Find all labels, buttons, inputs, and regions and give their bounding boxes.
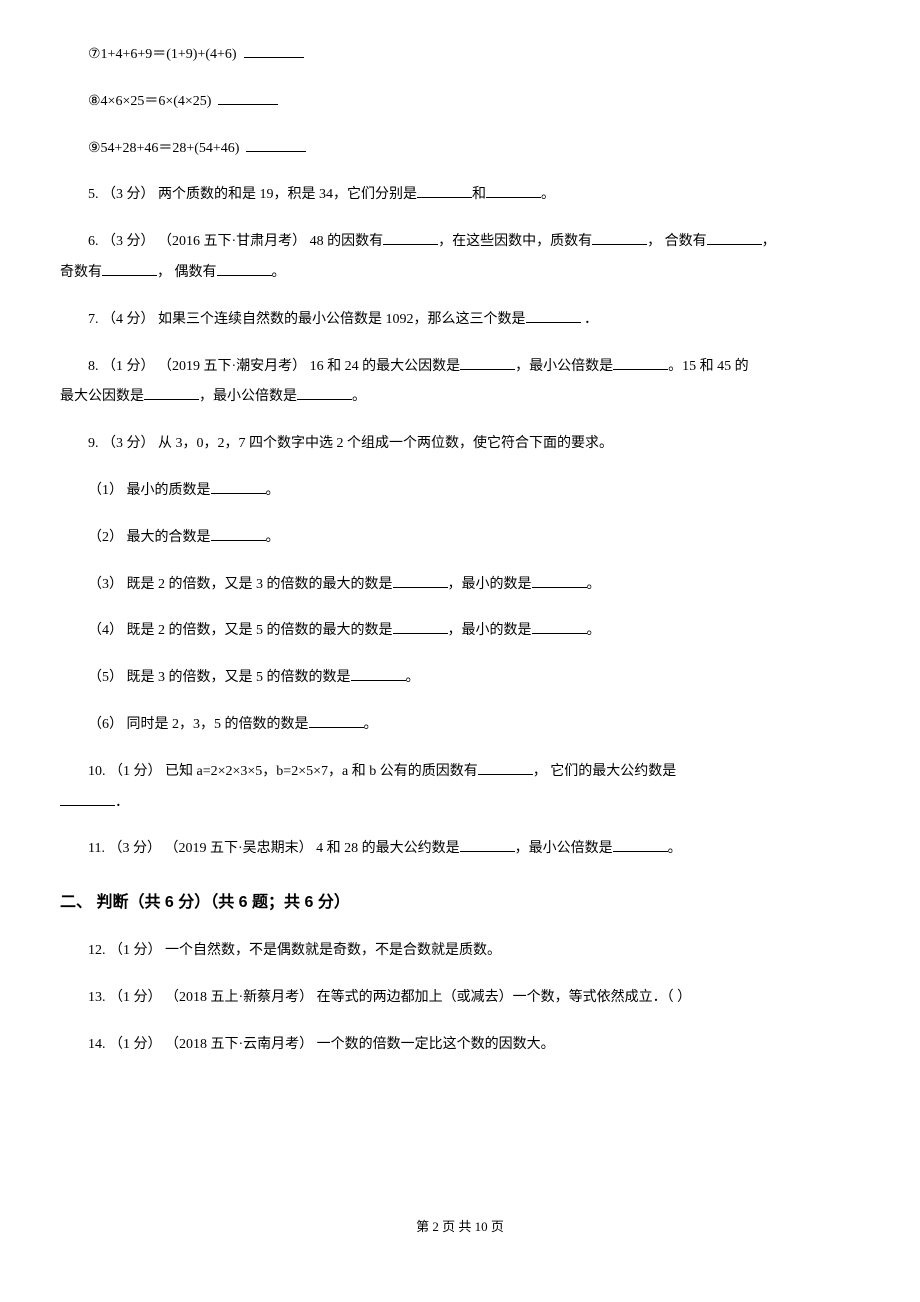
q9-s2b: 。	[266, 530, 280, 545]
blank	[478, 760, 533, 775]
question-12: 12. （1 分） 一个自然数，不是偶数就是奇数，不是合数就是质数。	[60, 936, 860, 967]
q5-mid: 和	[472, 187, 486, 202]
q9-s6b: 。	[364, 717, 378, 732]
q7-suffix: ．	[581, 312, 599, 327]
q6-p1: 6. （3 分） （2016 五下·甘肃月考） 48 的因数有	[88, 234, 383, 249]
q6-p3: ， 合数有	[647, 234, 707, 249]
q8-l2b: ，最小公倍数是	[199, 389, 297, 404]
q8-p3: 。15 和 45 的	[668, 359, 749, 374]
q9-sub6: （6） 同时是 2，3，5 的倍数的数是 。	[60, 710, 860, 741]
q9-sub3: （3） 既是 2 的倍数，又是 3 的倍数的最大的数是 ，最小的数是 。	[60, 570, 860, 601]
q10-l2: ．	[115, 795, 129, 810]
item-9: ⑨54+28+46＝28+(54+46)	[60, 134, 860, 165]
blank	[211, 479, 266, 494]
blank	[393, 573, 448, 588]
question-10: 10. （1 分） 已知 a=2×2×3×5，b=2×5×7，a 和 b 公有的…	[60, 757, 860, 819]
question-5: 5. （3 分） 两个质数的和是 19，积是 34，它们分别是 和 。	[60, 180, 860, 211]
q9-s2a: （2） 最大的合数是	[88, 530, 211, 545]
item-7-text: ⑦1+4+6+9＝(1+9)+(4+6)	[88, 47, 237, 62]
blank	[486, 183, 541, 198]
question-13: 13. （1 分） （2018 五上·新蔡月考） 在等式的两边都加上（或减去）一…	[60, 983, 860, 1014]
q9-s3a: （3） 既是 2 的倍数，又是 3 的倍数的最大的数是	[88, 577, 393, 592]
q9-sub4: （4） 既是 2 的倍数，又是 5 的倍数的最大的数是 ，最小的数是 。	[60, 616, 860, 647]
item-9-text: ⑨54+28+46＝28+(54+46)	[88, 141, 239, 156]
q9-sub2: （2） 最大的合数是 。	[60, 523, 860, 554]
q7-prefix: 7. （4 分） 如果三个连续自然数的最小公倍数是 1092，那么这三个数是	[88, 312, 526, 327]
q5-prefix: 5. （3 分） 两个质数的和是 19，积是 34，它们分别是	[88, 187, 417, 202]
q6-l2b: ， 偶数有	[157, 265, 217, 280]
q9-s1b: 。	[266, 483, 280, 498]
q9-s1a: （1） 最小的质数是	[88, 483, 211, 498]
blank	[613, 837, 668, 852]
q8-l2a: 最大公因数是	[60, 389, 144, 404]
blank	[526, 308, 581, 323]
blank	[460, 355, 515, 370]
blank	[211, 526, 266, 541]
q9-s6a: （6） 同时是 2，3，5 的倍数的数是	[88, 717, 309, 732]
section-2-heading: 二、 判断（共 6 分）（共 6 题；共 6 分）	[60, 885, 860, 920]
blank	[417, 183, 472, 198]
item-7: ⑦1+4+6+9＝(1+9)+(4+6)	[60, 40, 860, 71]
q9-s4c: 。	[587, 623, 601, 638]
question-8: 8. （1 分） （2019 五下·潮安月考） 16 和 24 的最大公因数是 ，…	[60, 352, 860, 414]
q9-s4b: ，最小的数是	[448, 623, 532, 638]
item-8: ⑧4×6×25＝6×(4×25)	[60, 87, 860, 118]
q6-p2: ，在这些因数中，质数有	[438, 234, 592, 249]
blank	[351, 666, 406, 681]
blank	[383, 230, 438, 245]
q9-s5a: （5） 既是 3 的倍数，又是 5 的倍数的数是	[88, 670, 351, 685]
q8-l2c: 。	[352, 389, 366, 404]
blank	[532, 573, 587, 588]
question-7: 7. （4 分） 如果三个连续自然数的最小公倍数是 1092，那么这三个数是 ．	[60, 305, 860, 336]
question-9-stem: 9. （3 分） 从 3，0，2，7 四个数字中选 2 个组成一个两位数，使它符…	[60, 429, 860, 460]
q6-l2a: 奇数有	[60, 265, 102, 280]
q9-sub1: （1） 最小的质数是 。	[60, 476, 860, 507]
blank	[707, 230, 762, 245]
q11-p1: 11. （3 分） （2019 五下·吴忠期末） 4 和 28 的最大公约数是	[88, 841, 460, 856]
q8-p2: ，最小公倍数是	[515, 359, 613, 374]
q9-s5b: 。	[406, 670, 420, 685]
q11-p2: ，最小公倍数是	[515, 841, 613, 856]
q5-suffix: 。	[541, 187, 555, 202]
q10-p2: ， 它们的最大公约数是	[533, 764, 677, 779]
blank	[102, 261, 157, 276]
page-footer: 第 2 页 共 10 页	[60, 1213, 860, 1242]
blank	[532, 619, 587, 634]
blank	[297, 385, 352, 400]
blank	[217, 261, 272, 276]
q10-p1: 10. （1 分） 已知 a=2×2×3×5，b=2×5×7，a 和 b 公有的…	[88, 764, 478, 779]
q9-stem: 9. （3 分） 从 3，0，2，7 四个数字中选 2 个组成一个两位数，使它符…	[88, 436, 613, 451]
item-8-text: ⑧4×6×25＝6×(4×25)	[88, 94, 211, 109]
question-6: 6. （3 分） （2016 五下·甘肃月考） 48 的因数有 ，在这些因数中，质…	[60, 227, 860, 289]
question-14: 14. （1 分） （2018 五下·云南月考） 一个数的倍数一定比这个数的因数…	[60, 1030, 860, 1061]
q9-sub5: （5） 既是 3 的倍数，又是 5 的倍数的数是 。	[60, 663, 860, 694]
blank	[592, 230, 647, 245]
q6-l2c: 。	[272, 265, 286, 280]
q11-suffix: 。	[668, 841, 682, 856]
q6-p4: ，	[762, 234, 776, 249]
blank	[218, 90, 278, 105]
q8-p1: 8. （1 分） （2019 五下·潮安月考） 16 和 24 的最大公因数是	[88, 359, 460, 374]
blank	[144, 385, 199, 400]
blank	[60, 791, 115, 806]
blank	[246, 137, 306, 152]
q9-s3b: ，最小的数是	[448, 577, 532, 592]
blank	[393, 619, 448, 634]
blank	[244, 43, 304, 58]
blank	[613, 355, 668, 370]
q9-s3c: 。	[587, 577, 601, 592]
blank	[460, 837, 515, 852]
q9-s4a: （4） 既是 2 的倍数，又是 5 的倍数的最大的数是	[88, 623, 393, 638]
question-11: 11. （3 分） （2019 五下·吴忠期末） 4 和 28 的最大公约数是 ，…	[60, 834, 860, 865]
blank	[309, 713, 364, 728]
